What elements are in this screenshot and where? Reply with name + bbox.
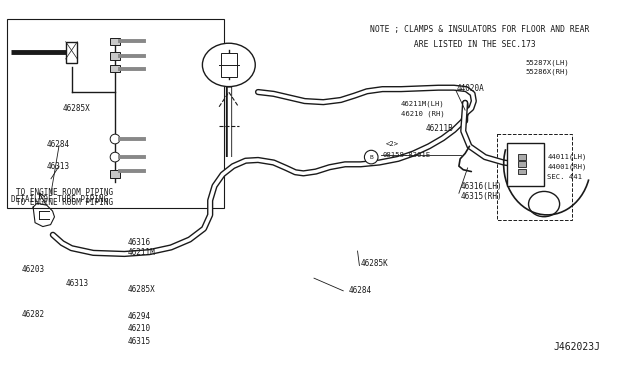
Text: 46294: 46294	[127, 312, 150, 321]
Bar	[221, 53, 237, 77]
Text: B: B	[369, 155, 373, 160]
Text: 44001(RH): 44001(RH)	[547, 164, 587, 170]
Bar	[497, 134, 572, 220]
Bar	[110, 38, 120, 45]
Text: 55287X(LH): 55287X(LH)	[525, 59, 569, 65]
Text: 46315(RH): 46315(RH)	[460, 192, 502, 201]
Text: TO ENGINE ROOM PIPING: TO ENGINE ROOM PIPING	[15, 198, 113, 207]
Text: 46285X: 46285X	[127, 285, 156, 294]
Text: ARE LISTED IN THE SEC.173: ARE LISTED IN THE SEC.173	[370, 40, 536, 49]
Bar	[110, 52, 120, 60]
Circle shape	[110, 152, 120, 162]
Bar	[518, 161, 526, 167]
Text: NOTE ; CLAMPS & INSULATORS FOR FLOOR AND REAR: NOTE ; CLAMPS & INSULATORS FOR FLOOR AND…	[370, 25, 589, 34]
Text: DETAIL OF TUBE PIPING: DETAIL OF TUBE PIPING	[12, 195, 108, 204]
Text: 46211M: 46211M	[127, 248, 156, 257]
Circle shape	[110, 134, 120, 144]
Text: TO ENGINE ROOM PIPING: TO ENGINE ROOM PIPING	[15, 188, 113, 197]
Bar	[110, 170, 120, 177]
Text: 44011(LH): 44011(LH)	[547, 154, 587, 160]
Bar	[507, 142, 544, 186]
Text: <2>: <2>	[385, 141, 399, 147]
Text: 46210: 46210	[127, 324, 150, 333]
Text: 46285K: 46285K	[361, 259, 388, 268]
Text: 46313: 46313	[47, 161, 70, 171]
Text: 08158-8301E: 08158-8301E	[383, 152, 431, 158]
Bar	[110, 65, 120, 73]
Text: 46285X: 46285X	[62, 104, 90, 113]
Bar	[518, 154, 526, 160]
Text: 46211M(LH): 46211M(LH)	[401, 100, 445, 107]
Text: 46284: 46284	[348, 286, 371, 295]
Text: 55286X(RH): 55286X(RH)	[525, 69, 569, 76]
Bar	[518, 169, 526, 174]
Text: SEC. 441: SEC. 441	[547, 174, 582, 180]
Text: 46313: 46313	[65, 279, 88, 288]
Ellipse shape	[202, 43, 255, 87]
Circle shape	[364, 150, 378, 164]
Text: 46210 (RH): 46210 (RH)	[401, 110, 445, 117]
Bar	[66, 42, 77, 63]
Text: 46203: 46203	[22, 264, 45, 274]
Text: 44020A: 44020A	[457, 84, 484, 93]
Text: 46316(LH): 46316(LH)	[460, 182, 502, 190]
Text: 46211B: 46211B	[426, 124, 454, 133]
Text: 46315: 46315	[127, 337, 150, 346]
Text: 46284: 46284	[47, 140, 70, 149]
Text: 46282: 46282	[22, 310, 45, 319]
Text: J462023J: J462023J	[553, 342, 600, 352]
Bar	[8, 19, 224, 208]
Text: 46316: 46316	[127, 237, 150, 247]
